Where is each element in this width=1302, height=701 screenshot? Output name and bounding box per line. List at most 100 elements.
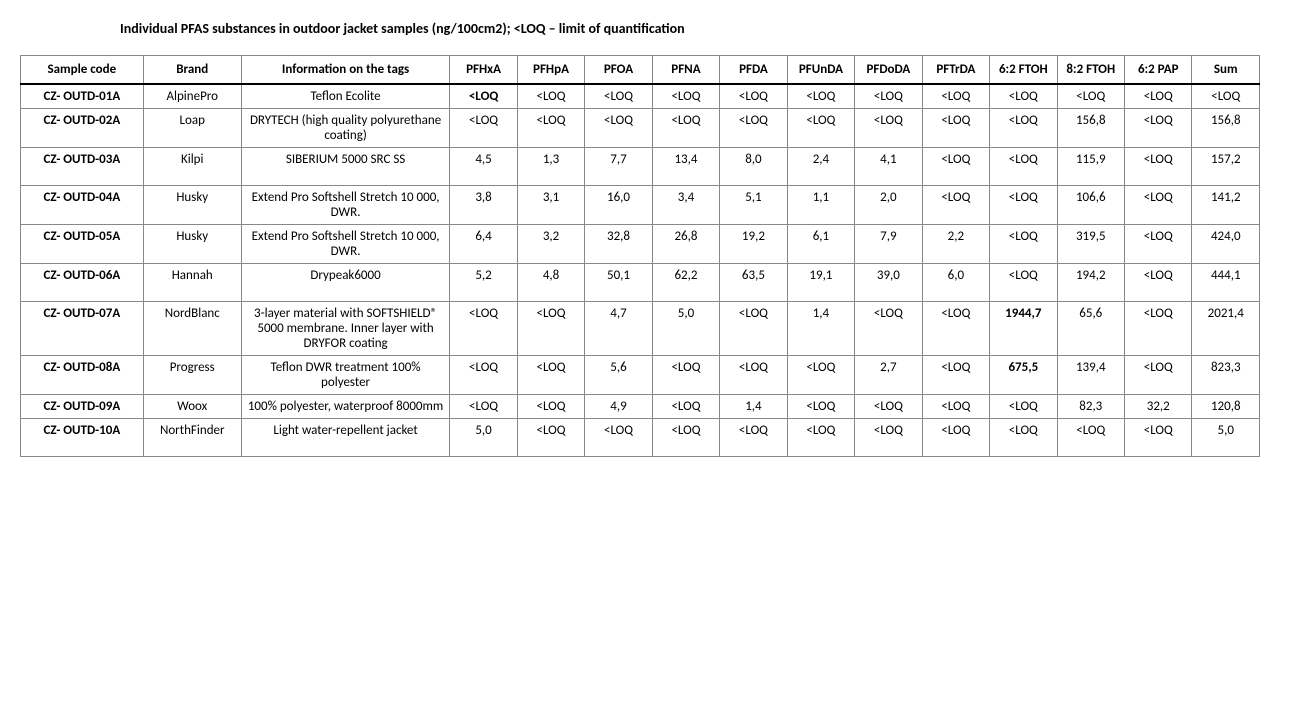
cell-value: 139,4 [1057, 356, 1124, 395]
col-pfhxa: PFHxA [450, 56, 517, 85]
cell-value: 16,0 [585, 186, 652, 225]
cell-brand: Woox [143, 395, 241, 419]
cell-value: 5,0 [652, 302, 719, 356]
cell-value: <LOQ [652, 84, 719, 109]
col-info: Information on the tags [241, 56, 450, 85]
cell-info: Teflon DWR treatment 100% polyester [241, 356, 450, 395]
cell-value: 2021,4 [1192, 302, 1260, 356]
cell-sample-code: CZ- OUTD-01A [21, 84, 144, 109]
cell-value: 194,2 [1057, 264, 1124, 302]
cell-value: 65,6 [1057, 302, 1124, 356]
cell-value: 39,0 [855, 264, 922, 302]
cell-brand: Husky [143, 225, 241, 264]
cell-value: <LOQ [990, 84, 1057, 109]
table-row: CZ- OUTD-02ALoapDRYTECH (high quality po… [21, 109, 1260, 148]
cell-value: 3,4 [652, 186, 719, 225]
cell-value: 4,9 [585, 395, 652, 419]
cell-brand: Hannah [143, 264, 241, 302]
cell-value: <LOQ [585, 109, 652, 148]
cell-value: 8,0 [720, 148, 787, 186]
cell-value: <LOQ [450, 109, 517, 148]
cell-value: 6,1 [787, 225, 854, 264]
table-row: CZ- OUTD-08AProgressTeflon DWR treatment… [21, 356, 1260, 395]
cell-value: <LOQ [585, 419, 652, 457]
cell-sample-code: CZ- OUTD-04A [21, 186, 144, 225]
cell-value: <LOQ [1125, 109, 1192, 148]
table-row: CZ- OUTD-10ANorthFinderLight water-repel… [21, 419, 1260, 457]
table-row: CZ- OUTD-03AKilpiSIBERIUM 5000 SRC SS4,5… [21, 148, 1260, 186]
col-82ftoh: 8:2 FTOH [1057, 56, 1124, 85]
cell-value: 7,9 [855, 225, 922, 264]
cell-value: 1944,7 [990, 302, 1057, 356]
cell-value: 157,2 [1192, 148, 1260, 186]
cell-value: <LOQ [990, 225, 1057, 264]
cell-value: 5,6 [585, 356, 652, 395]
table-row: CZ- OUTD-05AHuskyExtend Pro Softshell St… [21, 225, 1260, 264]
cell-value: <LOQ [922, 84, 989, 109]
cell-brand: Loap [143, 109, 241, 148]
col-pftrda: PFTrDA [922, 56, 989, 85]
cell-value: 63,5 [720, 264, 787, 302]
cell-value: <LOQ [517, 302, 584, 356]
cell-value: <LOQ [990, 186, 1057, 225]
cell-value: 4,7 [585, 302, 652, 356]
cell-value: <LOQ [922, 109, 989, 148]
cell-value: <LOQ [990, 109, 1057, 148]
cell-sample-code: CZ- OUTD-08A [21, 356, 144, 395]
cell-value: <LOQ [855, 419, 922, 457]
cell-value: <LOQ [517, 84, 584, 109]
cell-brand: NorthFinder [143, 419, 241, 457]
cell-value: <LOQ [990, 395, 1057, 419]
col-pfna: PFNA [652, 56, 719, 85]
page-title: Individual PFAS substances in outdoor ja… [120, 20, 1282, 37]
cell-value: 19,1 [787, 264, 854, 302]
cell-sample-code: CZ- OUTD-02A [21, 109, 144, 148]
cell-value: <LOQ [787, 395, 854, 419]
cell-value: 424,0 [1192, 225, 1260, 264]
cell-value: <LOQ [787, 419, 854, 457]
table-row: CZ- OUTD-07ANordBlanc3-layer material wi… [21, 302, 1260, 356]
cell-value: 7,7 [585, 148, 652, 186]
cell-value: 4,1 [855, 148, 922, 186]
cell-sample-code: CZ- OUTD-10A [21, 419, 144, 457]
cell-value: 19,2 [720, 225, 787, 264]
cell-value: <LOQ [652, 356, 719, 395]
cell-value: <LOQ [720, 109, 787, 148]
cell-value: <LOQ [1125, 225, 1192, 264]
cell-value: <LOQ [1125, 186, 1192, 225]
cell-value: 5,1 [720, 186, 787, 225]
cell-value: 82,3 [1057, 395, 1124, 419]
cell-value: 141,2 [1192, 186, 1260, 225]
cell-value: 5,2 [450, 264, 517, 302]
cell-value: 675,5 [990, 356, 1057, 395]
cell-info: Extend Pro Softshell Stretch 10 000, DWR… [241, 225, 450, 264]
cell-sample-code: CZ- OUTD-06A [21, 264, 144, 302]
pfas-table: Sample code Brand Information on the tag… [20, 55, 1260, 457]
cell-value: <LOQ [855, 395, 922, 419]
cell-brand: Kilpi [143, 148, 241, 186]
cell-sample-code: CZ- OUTD-07A [21, 302, 144, 356]
cell-value: 156,8 [1192, 109, 1260, 148]
table-row: CZ- OUTD-09AWoox100% polyester, waterpro… [21, 395, 1260, 419]
col-sample-code: Sample code [21, 56, 144, 85]
table-header: Sample code Brand Information on the tag… [21, 56, 1260, 85]
col-pfunda: PFUnDA [787, 56, 854, 85]
cell-value: <LOQ [517, 356, 584, 395]
cell-value: 50,1 [585, 264, 652, 302]
cell-value: <LOQ [922, 419, 989, 457]
cell-value: <LOQ [517, 419, 584, 457]
cell-value: <LOQ [517, 109, 584, 148]
cell-value: <LOQ [652, 419, 719, 457]
cell-sample-code: CZ- OUTD-05A [21, 225, 144, 264]
cell-brand: Husky [143, 186, 241, 225]
cell-value: 26,8 [652, 225, 719, 264]
cell-value: <LOQ [1125, 356, 1192, 395]
cell-value: <LOQ [1125, 419, 1192, 457]
table-row: CZ- OUTD-06AHannahDrypeak60005,24,850,16… [21, 264, 1260, 302]
cell-value: 6,4 [450, 225, 517, 264]
cell-value: <LOQ [922, 356, 989, 395]
cell-value: <LOQ [855, 109, 922, 148]
cell-value: 2,2 [922, 225, 989, 264]
cell-info: DRYTECH (high quality polyurethane coati… [241, 109, 450, 148]
cell-info: Light water-repellent jacket [241, 419, 450, 457]
